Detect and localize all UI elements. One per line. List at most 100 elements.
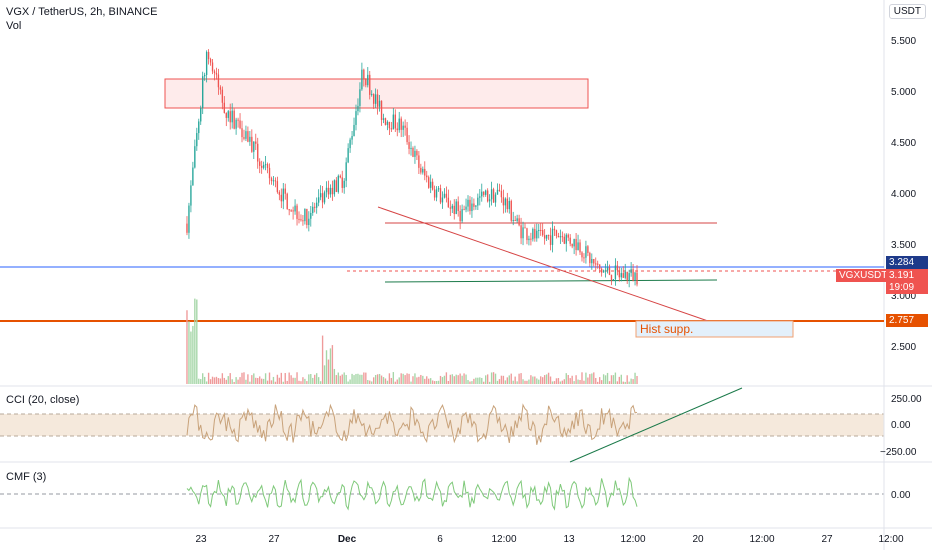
cci-line (186, 403, 638, 445)
volume-bar (390, 377, 393, 384)
candle-body (545, 234, 548, 239)
countdown-tag: 19:09 (886, 281, 928, 294)
candle-body (359, 89, 361, 106)
candle-body (447, 197, 450, 208)
cci-label[interactable]: CCI (20, close) (6, 394, 79, 406)
cci-trendline[interactable] (569, 387, 743, 463)
candle-body (536, 230, 538, 239)
volume-label[interactable]: Vol (6, 20, 21, 32)
candle-body (585, 246, 587, 258)
price-tick: 3.000 (891, 291, 916, 302)
volume-bar (249, 381, 251, 384)
candle-body (498, 189, 501, 192)
volume-bar (488, 381, 491, 384)
volume-bar (400, 373, 402, 384)
volume-bar (282, 381, 284, 384)
volume-bar (367, 380, 369, 384)
volume-bar (595, 377, 597, 384)
volume-bar (376, 374, 379, 384)
candle-body (522, 227, 524, 239)
currency-button[interactable]: USDT (888, 4, 926, 19)
candle-body (614, 265, 617, 280)
candle-body (620, 273, 622, 278)
candle-body (292, 210, 294, 212)
volume-bar (624, 381, 626, 384)
candle-body (345, 162, 347, 181)
volume-bar (616, 381, 619, 384)
resistance-box[interactable] (164, 78, 589, 109)
candle-body (636, 272, 638, 285)
volume-bar (396, 379, 398, 384)
candle-body (270, 178, 273, 182)
hist-supp-box[interactable] (635, 320, 794, 338)
candle-body (286, 193, 288, 210)
cci-axis[interactable]: 250.00 0.00 −250.00 (880, 394, 922, 458)
volume-bar (585, 372, 587, 384)
time-tick: 12:00 (878, 534, 903, 545)
candle-body (223, 102, 226, 113)
candle-body (388, 121, 391, 129)
symbol-title[interactable]: VGX / TetherUS, 2h, BINANCE (6, 6, 157, 18)
candle-body (455, 201, 457, 214)
candle-body (573, 238, 575, 247)
volume-bar (581, 372, 583, 384)
volume-bar (207, 372, 210, 384)
volume-bar (217, 378, 220, 384)
time-axis[interactable]: 23 27 Dec 6 12:00 13 12:00 20 12:00 27 1… (195, 534, 904, 545)
candle-body (524, 227, 526, 229)
candle-body (628, 273, 630, 281)
candle-body (378, 100, 381, 107)
price-axis[interactable]: 5.500 5.000 4.500 4.000 3.500 3.000 2.50… (891, 36, 916, 353)
volume-bar (534, 376, 536, 384)
candle-body (604, 270, 607, 272)
volume-bar (345, 374, 347, 384)
candle-body (506, 198, 508, 210)
volume-bar (219, 378, 222, 384)
volume-bar (563, 379, 565, 384)
volume-bar (264, 373, 267, 384)
volume-bar (504, 380, 507, 384)
candle-body (477, 197, 479, 206)
volume-bar (371, 381, 373, 384)
volume-bar (567, 374, 569, 384)
volume-bar (477, 377, 479, 384)
volume-bar (260, 378, 263, 384)
candle-body (435, 189, 438, 198)
volume-bar (543, 375, 546, 384)
volume-bar (630, 378, 632, 384)
volume-bar (428, 378, 430, 384)
candle-body (251, 136, 253, 152)
volume-bar (591, 373, 593, 384)
volume-bar (382, 377, 385, 384)
candle-body (382, 118, 385, 120)
candle-body (392, 114, 395, 130)
descending-trendline[interactable] (377, 206, 709, 322)
volume-bar (492, 372, 495, 384)
candle-body (349, 139, 351, 149)
candle-body (612, 279, 615, 281)
volume-bar (306, 381, 308, 384)
candle-body (229, 111, 231, 123)
support-line-green[interactable] (384, 279, 718, 283)
candle-body (563, 236, 565, 244)
candle-body (453, 205, 455, 214)
volume-bar (203, 376, 206, 384)
candle-body (341, 177, 343, 188)
volume-bar (571, 375, 573, 384)
volume-bar (532, 376, 534, 384)
candle-body (249, 136, 251, 142)
volume-bar (235, 377, 237, 384)
candle-body (483, 191, 485, 195)
volume-bar (575, 375, 577, 384)
volume-bar (628, 381, 630, 384)
volume-bar (314, 374, 316, 384)
candle-body (534, 228, 536, 239)
volume-bar (312, 377, 314, 384)
volume-bar (530, 375, 532, 384)
candle-body (469, 199, 471, 212)
candle-body (530, 238, 532, 240)
cmf-label[interactable]: CMF (3) (6, 471, 46, 483)
candle-body (595, 263, 597, 265)
candle-body (406, 127, 408, 143)
